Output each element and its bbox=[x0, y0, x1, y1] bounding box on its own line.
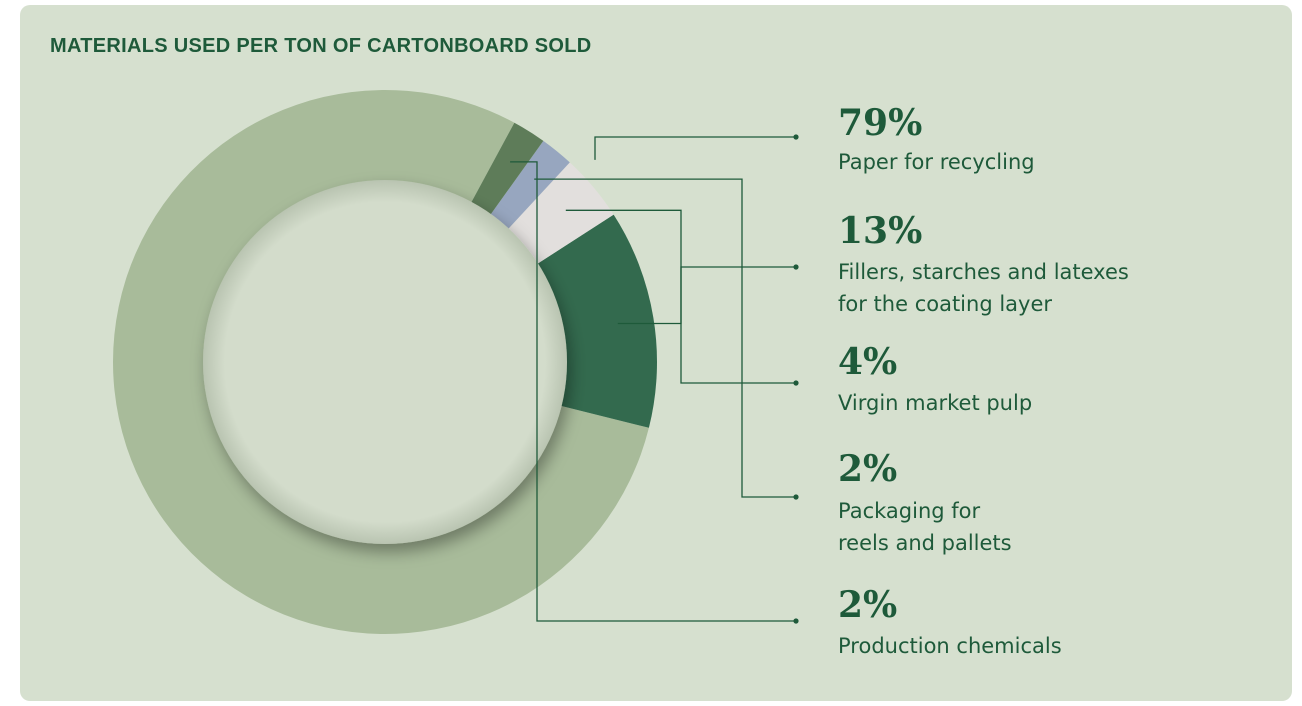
slice-percent-4: 2% bbox=[838, 584, 897, 626]
leader-line-4 bbox=[510, 161, 796, 622]
leader-dot-0 bbox=[793, 134, 799, 140]
leader-dot-4 bbox=[793, 618, 799, 624]
slice-percent-2: 4% bbox=[838, 341, 897, 383]
slice-percent-3: 2% bbox=[838, 448, 897, 490]
leader-lines bbox=[510, 134, 799, 624]
slice-label-3: Packaging for reels and pallets bbox=[838, 499, 1012, 555]
slice-percent-0: 79% bbox=[838, 102, 922, 144]
donut-chart: 79% Paper for recycling 13% Fillers, starch… bbox=[112, 90, 1129, 658]
slice-label-0: Paper for recycling bbox=[838, 150, 1035, 174]
slice-labels: 79% Paper for recycling 13% Fillers, starch… bbox=[838, 102, 1129, 658]
slice-label-4: Production chemicals bbox=[838, 634, 1062, 658]
leader-dot-1 bbox=[793, 264, 799, 270]
leader-dot-2 bbox=[793, 380, 799, 386]
slice-percent-1: 13% bbox=[838, 210, 922, 252]
leader-line-3 bbox=[534, 178, 796, 498]
chart-card: MATERIALS USED PER TON OF CARTONBOARD SO… bbox=[20, 5, 1292, 701]
leader-dot-3 bbox=[793, 494, 799, 500]
leader-line-0 bbox=[594, 136, 796, 160]
chart-title: MATERIALS USED PER TON OF CARTONBOARD SO… bbox=[50, 35, 592, 57]
slice-label-1: Fillers, starches and latexes for the coa… bbox=[838, 260, 1129, 316]
donut-hole bbox=[203, 180, 567, 544]
slice-label-2: Virgin market pulp bbox=[838, 391, 1032, 415]
leader-line-2 bbox=[565, 209, 796, 384]
